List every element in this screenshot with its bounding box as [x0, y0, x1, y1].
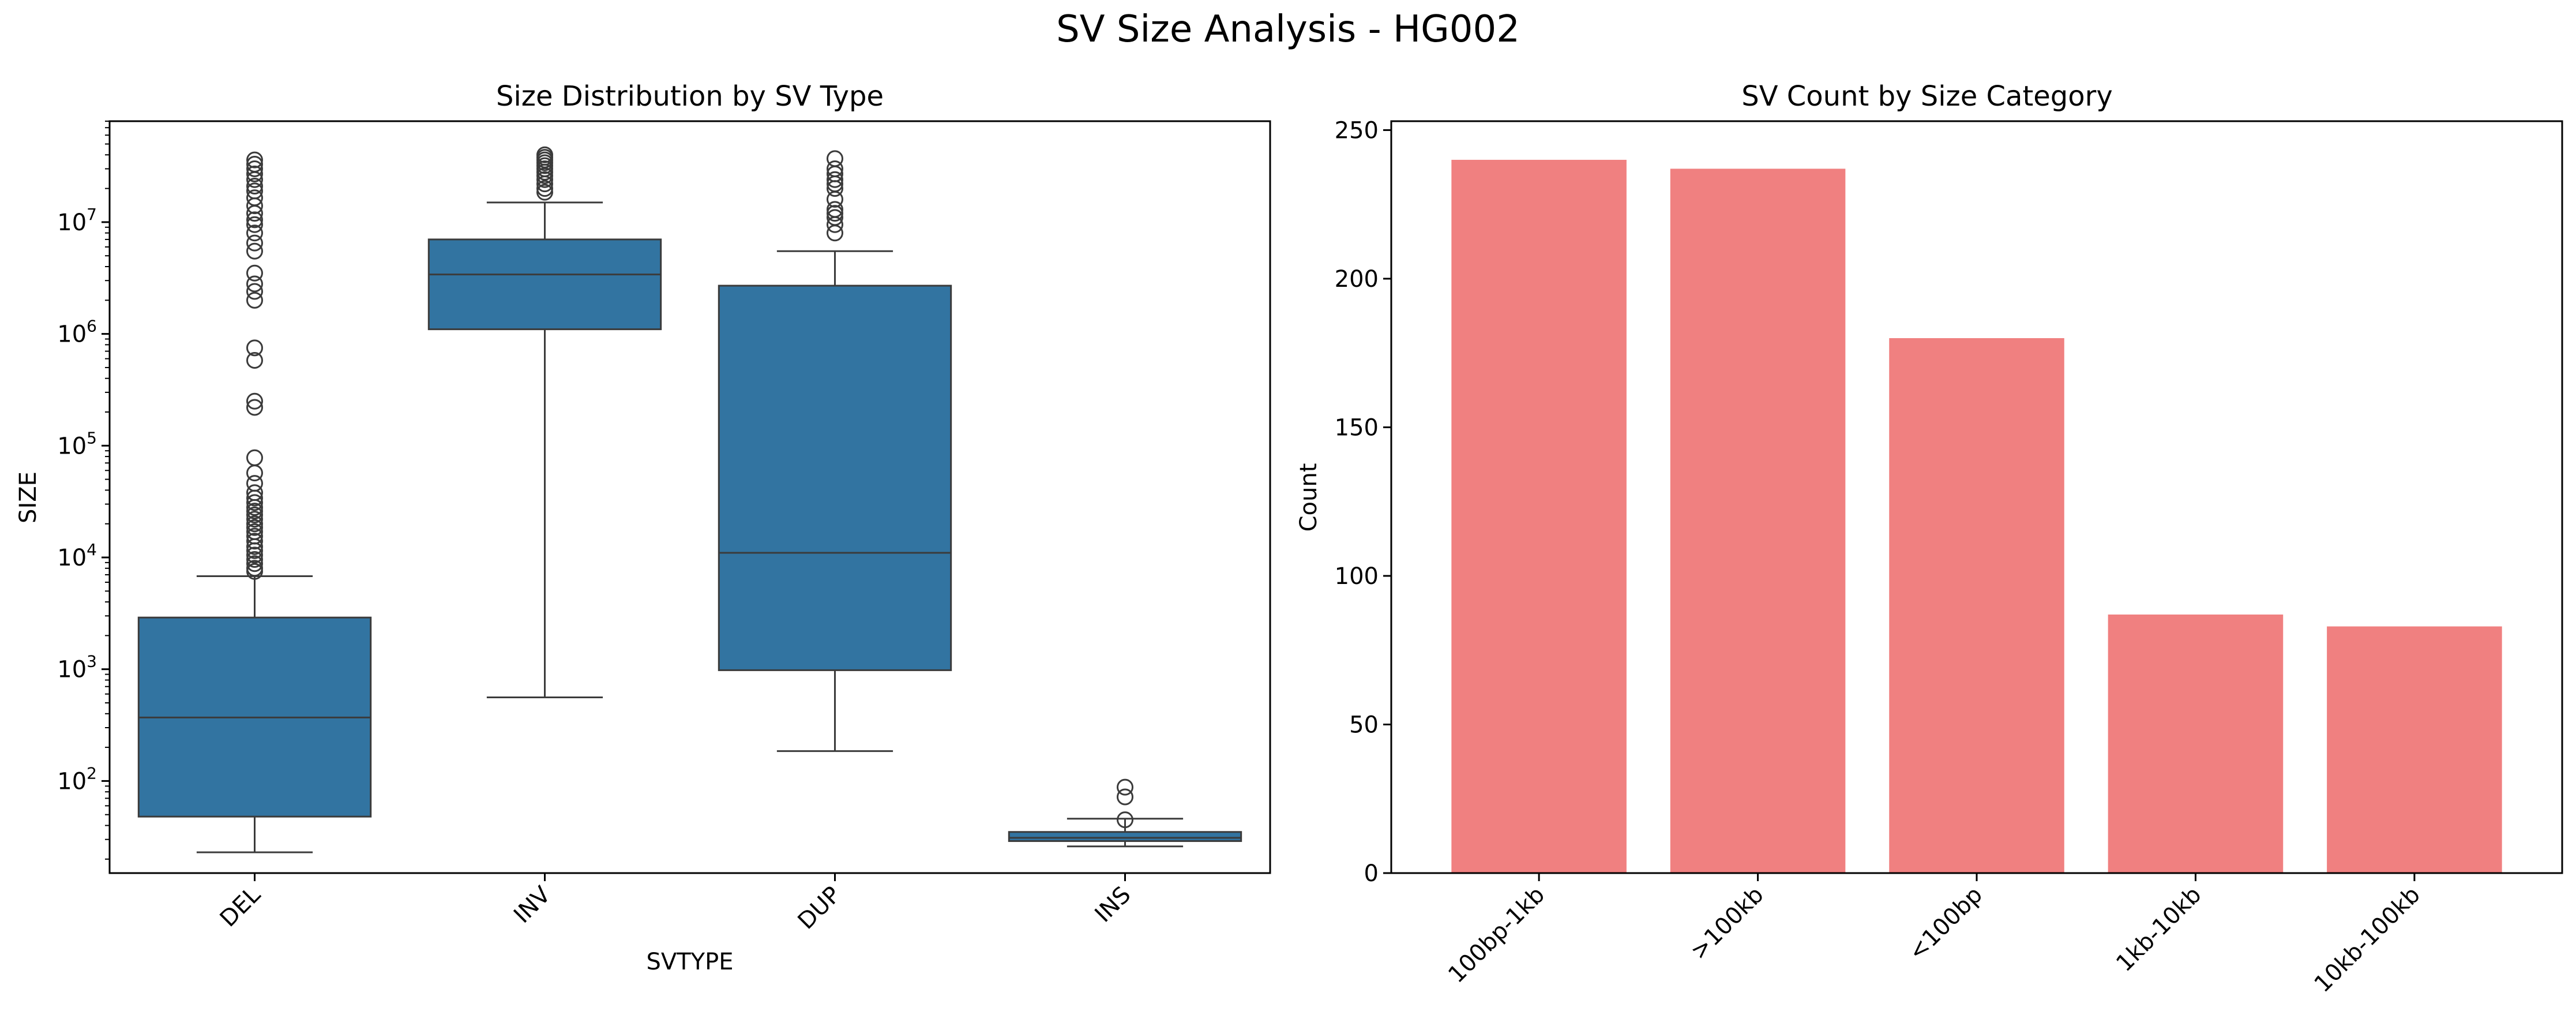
- box-outlier: [246, 205, 263, 222]
- y-tick-label-exponent: 6: [87, 317, 97, 336]
- box-outlier: [246, 399, 263, 416]
- box-outlier: [246, 555, 263, 572]
- box-outlier: [246, 171, 263, 188]
- barchart-marks: [1451, 159, 2502, 873]
- box-outlier: [246, 178, 263, 195]
- box-outlier: [246, 160, 263, 178]
- y-tick-label: 200: [1335, 266, 1379, 293]
- box-outlier: [827, 205, 843, 222]
- barchart-y-ticks: 0 50 100 150 200 250: [1335, 117, 1391, 887]
- box-outlier: [246, 533, 263, 550]
- box-outlier: [246, 216, 263, 233]
- box-outlier: [246, 511, 263, 528]
- box-outlier: [827, 180, 843, 197]
- box-dup: [718, 150, 952, 752]
- box-iqr: [427, 238, 662, 331]
- box-outlier: [246, 542, 263, 559]
- bar: [1670, 168, 1846, 873]
- box-outlier: [246, 242, 263, 260]
- y-tick-label: 107: [57, 205, 97, 236]
- y-tick-label-exponent: 4: [87, 540, 97, 559]
- box-outlier: [827, 224, 843, 242]
- box-outlier: [246, 515, 263, 533]
- box-outlier: [827, 171, 843, 188]
- box-outlier: [246, 489, 263, 507]
- box-outlier: [246, 503, 263, 520]
- box-outlier: [246, 538, 263, 555]
- box-outlier: [246, 197, 263, 215]
- box-outlier: [246, 563, 263, 580]
- box-outlier: [246, 165, 263, 182]
- y-tick-label: 102: [57, 763, 97, 795]
- box-inv: [427, 146, 662, 698]
- box-outlier: [246, 283, 263, 300]
- box-outlier: [1117, 778, 1133, 796]
- box-outlier: [246, 465, 263, 482]
- y-tick-label-base: 10: [57, 209, 87, 236]
- y-tick-label-base: 10: [57, 321, 87, 348]
- box-outlier: [1117, 811, 1133, 829]
- boxplot-y-axis-label: SIZE: [15, 471, 42, 523]
- box-outlier: [246, 291, 263, 309]
- box-outlier: [246, 224, 263, 242]
- y-tick-label-exponent: 5: [87, 428, 97, 447]
- bar: [2327, 626, 2502, 873]
- y-tick-label-base: 10: [57, 768, 87, 795]
- y-tick-label: 0: [1364, 860, 1379, 887]
- barchart-panel: SV Count by Size Category 0 50 100 150 200 25…: [1295, 80, 2563, 998]
- figure-title: SV Size Analysis - HG002: [1056, 8, 1520, 51]
- boxplot-title: Size Distribution by SV Type: [496, 80, 884, 113]
- y-tick-label: 104: [57, 540, 97, 571]
- box-outlier: [827, 190, 843, 208]
- bar: [2108, 614, 2284, 873]
- box-outlier: [536, 171, 553, 188]
- boxplot-x-axis-label: SVTYPE: [646, 949, 733, 975]
- bar: [1889, 338, 2064, 873]
- box-ins: [1008, 778, 1242, 848]
- box-outlier: [246, 392, 263, 410]
- box-outlier: [246, 275, 263, 293]
- y-tick-label-base: 10: [57, 545, 87, 571]
- box-outlier: [246, 264, 263, 282]
- y-tick-label: 250: [1335, 117, 1379, 144]
- box-outlier: [536, 167, 553, 185]
- box-outlier: [246, 506, 263, 523]
- y-tick-label-exponent: 3: [87, 652, 97, 671]
- box-outlier: [536, 184, 553, 201]
- box-outlier: [536, 180, 553, 197]
- box-outlier: [246, 494, 263, 511]
- box-iqr: [718, 284, 952, 671]
- y-tick-label-exponent: 7: [87, 205, 97, 224]
- y-tick-label-exponent: 2: [87, 763, 97, 782]
- y-tick-label-base: 10: [57, 657, 87, 683]
- boxplot-axes-frame: [108, 120, 1271, 874]
- box-outlier: [1117, 788, 1133, 806]
- box-outlier: [246, 151, 263, 168]
- y-tick-label: 50: [1349, 712, 1379, 738]
- box-outlier: [246, 519, 263, 536]
- box-outlier: [246, 546, 263, 564]
- box-del: [137, 151, 372, 853]
- box-outlier: [246, 351, 263, 369]
- barchart-title: SV Count by Size Category: [1741, 80, 2113, 113]
- box-outlier: [246, 551, 263, 568]
- box-outlier: [246, 339, 263, 357]
- y-tick-label: 150: [1335, 414, 1379, 441]
- y-tick-label: 103: [57, 652, 97, 683]
- box-outlier: [536, 175, 553, 193]
- y-tick-label-base: 10: [57, 433, 87, 459]
- box-iqr: [1008, 831, 1242, 842]
- box-outlier: [246, 211, 263, 229]
- box-outlier: [246, 234, 263, 252]
- box-outlier: [827, 216, 843, 233]
- barchart-y-axis-label: Count: [1295, 463, 1322, 532]
- bar: [1451, 159, 1627, 873]
- boxplot-marks: [137, 146, 1242, 853]
- y-tick-label: 105: [57, 428, 97, 459]
- y-tick-label: 100: [1335, 563, 1379, 590]
- boxplot-panel: Size Distribution by SV Type 10210310410…: [15, 80, 1271, 975]
- y-tick-label: 106: [57, 317, 97, 348]
